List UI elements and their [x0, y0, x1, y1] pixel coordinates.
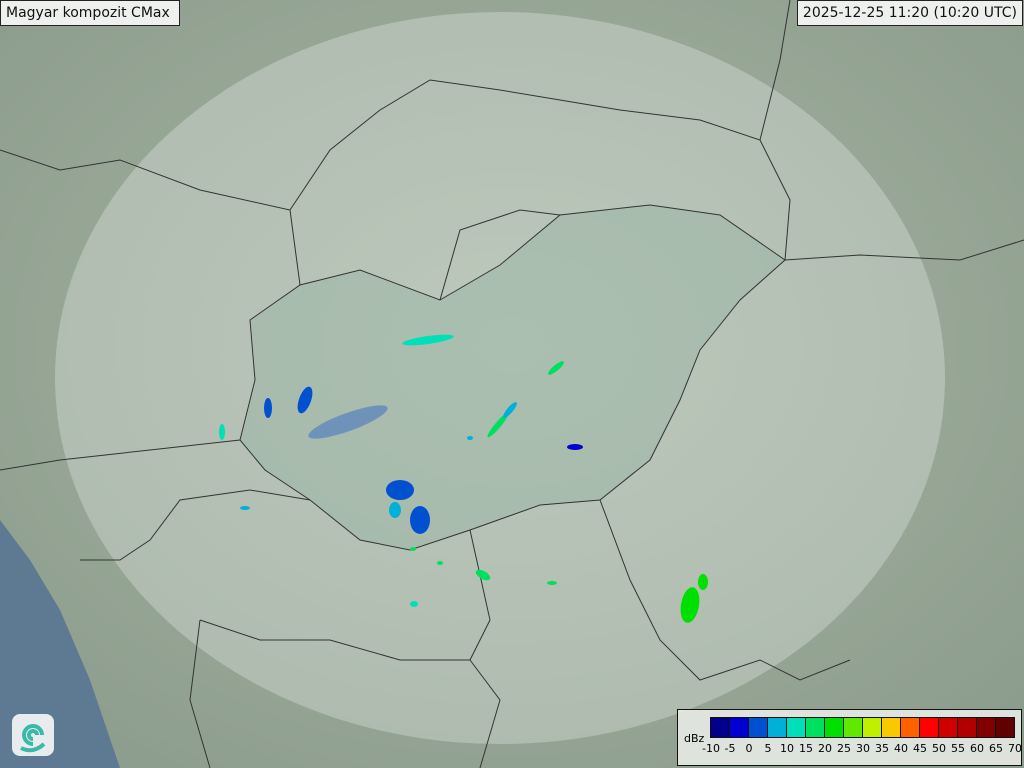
tick-label: 10	[780, 742, 794, 755]
tick-label: 45	[913, 742, 927, 755]
precipitation-echo	[386, 480, 414, 500]
color-cell	[730, 718, 749, 737]
precipitation-echo	[264, 398, 272, 418]
tick-label: 35	[875, 742, 889, 755]
precipitation-echo	[437, 561, 443, 565]
color-cell	[749, 718, 768, 737]
tick-label: -5	[724, 742, 736, 755]
precipitation-echo	[402, 334, 454, 346]
color-cell	[920, 718, 939, 737]
precipitation-echo	[297, 386, 313, 414]
lake-balaton	[308, 405, 388, 439]
tick-label: 65	[989, 742, 1003, 755]
color-cell	[901, 718, 920, 737]
color-cell	[787, 718, 806, 737]
color-cell	[977, 718, 996, 737]
tick-label: 60	[970, 742, 984, 755]
tick-label: 70	[1008, 742, 1022, 755]
precipitation-echo	[680, 587, 700, 623]
precipitation-echo	[548, 361, 564, 375]
omsz-logo-icon	[12, 714, 54, 756]
precipitation-echo	[698, 574, 708, 590]
radar-coverage-area	[55, 12, 945, 744]
tick-label: -10	[702, 742, 720, 755]
color-cell	[958, 718, 977, 737]
color-cell	[996, 718, 1014, 737]
radar-echoes	[219, 334, 708, 623]
color-cell	[939, 718, 958, 737]
tick-label: 55	[951, 742, 965, 755]
tick-label: 40	[894, 742, 908, 755]
timestamp: 2025-12-25 11:20 (10:20 UTC)	[796, 0, 1023, 26]
tick-label: 20	[818, 742, 832, 755]
color-cell	[768, 718, 787, 737]
color-cell	[863, 718, 882, 737]
color-cell	[806, 718, 825, 737]
precipitation-echo	[410, 601, 418, 607]
unit-label: dBz	[684, 732, 705, 745]
dbz-legend: dBz -10 -5 0 5 10 15 20 25 30 35 40 45 50 55 60 65 70	[677, 709, 1022, 766]
tick-label: 0	[745, 742, 753, 755]
adriatic-sea	[0, 520, 120, 768]
precipitation-echo	[410, 547, 416, 551]
precipitation-echo	[467, 436, 473, 440]
precipitation-echo	[219, 424, 225, 440]
tick-labels: -10 -5 0 5 10 15 20 25 30 35 40 45 50 55 60 65 70	[678, 710, 1022, 765]
color-cell	[825, 718, 844, 737]
precipitation-echo	[240, 506, 250, 510]
precipitation-echo	[475, 569, 491, 581]
tick-label: 25	[837, 742, 851, 755]
tick-label: 30	[856, 742, 870, 755]
precipitation-echo	[547, 581, 557, 585]
color-cell	[844, 718, 863, 737]
color-scale	[710, 717, 1015, 738]
color-cell	[882, 718, 901, 737]
tick-label: 5	[764, 742, 772, 755]
precipitation-echo	[503, 402, 517, 418]
precipitation-echo	[410, 506, 430, 534]
product-title: Magyar kompozit CMax	[0, 0, 180, 26]
tick-label: 50	[932, 742, 946, 755]
precipitation-echo	[487, 412, 509, 438]
color-cell	[711, 718, 730, 737]
precipitation-echo	[389, 502, 401, 518]
tick-label: 15	[799, 742, 813, 755]
precipitation-echo	[567, 444, 583, 450]
hungary-border	[239, 204, 786, 551]
